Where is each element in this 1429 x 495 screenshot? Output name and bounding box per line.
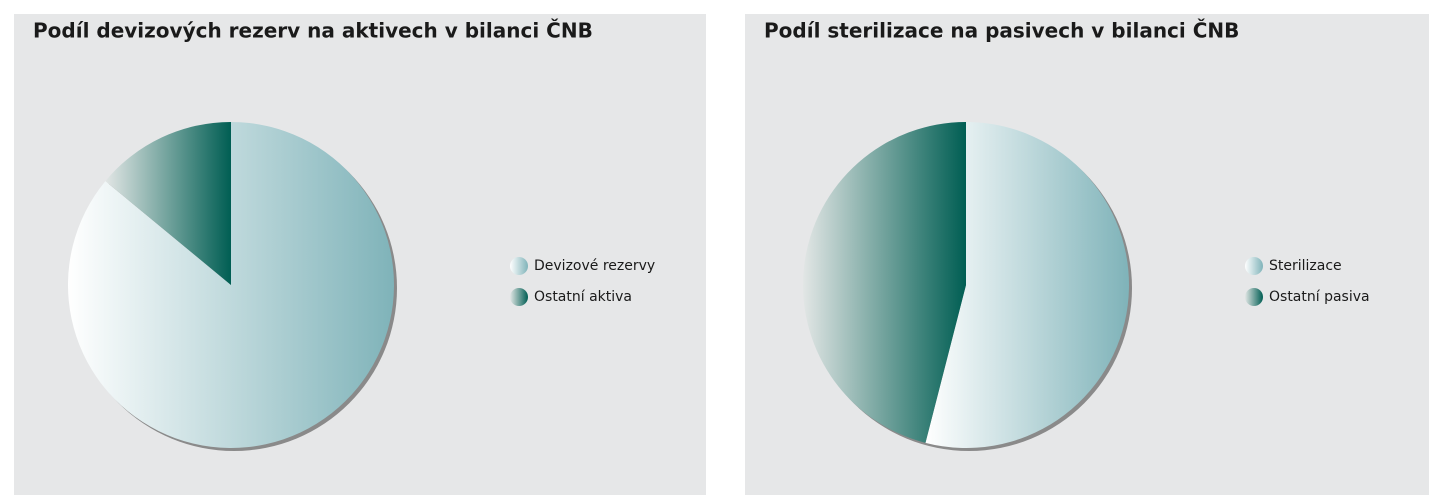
pie-slice bbox=[925, 122, 1129, 449]
chart-title: Podíl devizových rezerv na aktivech v bi… bbox=[33, 19, 593, 43]
legend-label: Devizové rezervy bbox=[534, 258, 655, 274]
chart-title: Podíl sterilizace na pasivech v bilanci … bbox=[764, 19, 1239, 43]
legend-marker bbox=[1245, 288, 1263, 306]
legend-label: Ostatní pasiva bbox=[1269, 289, 1370, 305]
pie-slice bbox=[803, 122, 966, 443]
legend-marker bbox=[510, 288, 528, 306]
legend-label: Ostatní aktiva bbox=[534, 289, 632, 305]
legend-label: Sterilizace bbox=[1269, 258, 1342, 274]
pie-slice bbox=[105, 122, 231, 285]
legend-marker bbox=[510, 257, 528, 275]
legend-marker bbox=[1245, 257, 1263, 275]
